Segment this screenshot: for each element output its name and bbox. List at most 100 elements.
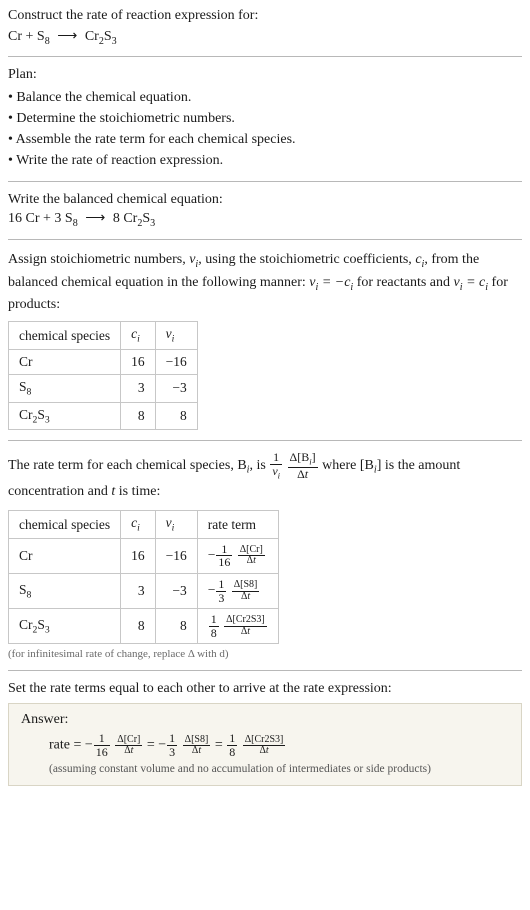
- frac-den: Δt: [232, 591, 260, 603]
- col-rate: rate term: [197, 511, 278, 539]
- text: where [B: [322, 458, 374, 473]
- col-nu: νi: [155, 322, 197, 350]
- rate-term-note: (for infinitesimal rate of change, repla…: [8, 648, 522, 660]
- fraction: 18: [226, 732, 238, 758]
- text: Assign stoichiometric numbers,: [8, 252, 189, 267]
- stoich-intro: Assign stoichiometric numbers, νi, using…: [8, 250, 522, 315]
- plan-list: • Balance the chemical equation. • Deter…: [8, 87, 522, 171]
- balanced-section: Write the balanced chemical equation: 16…: [8, 192, 522, 229]
- text: The rate term for each chemical species,…: [8, 458, 247, 473]
- col-c: ci: [121, 322, 156, 350]
- fraction: Δ[Bi]Δt: [287, 451, 319, 480]
- fraction: Δ[Cr]Δt: [237, 545, 266, 567]
- rate-word: rate =: [49, 738, 85, 753]
- frac-den: Δt: [288, 467, 318, 481]
- balanced-equation: 16 Cr + 3 S8 ⟶ 8 Cr2S3: [8, 210, 522, 229]
- cell-c: 8: [121, 609, 156, 644]
- fraction: 1νi: [269, 451, 283, 480]
- fraction: Δ[Cr2S3]Δt: [223, 615, 268, 637]
- frac-den: 8: [227, 745, 237, 759]
- frac-den: Δt: [243, 745, 286, 757]
- rate-expression: rate = −116 Δ[Cr]Δt = −13 Δ[S8]Δt = 18 Δ…: [21, 732, 509, 758]
- frac-num: 1: [216, 578, 226, 591]
- balanced-intro: Write the balanced chemical equation:: [8, 192, 522, 208]
- divider: [8, 239, 522, 240]
- frac-num: Δ[Cr2S3]: [224, 615, 267, 626]
- final-intro: Set the rate terms equal to each other t…: [8, 681, 522, 697]
- frac-den: 3: [216, 591, 226, 605]
- coef: 3: [54, 211, 61, 226]
- table-row: Cr 16 −16 −116 Δ[Cr]Δt: [9, 538, 279, 573]
- coef: 8: [113, 211, 120, 226]
- frac-num: Δ[Cr]: [115, 735, 142, 746]
- sign: =: [211, 738, 226, 753]
- cell-rate-term: −116 Δ[Cr]Δt: [197, 538, 278, 573]
- frac-num: Δ[Cr]: [238, 545, 265, 556]
- fraction: 116: [215, 543, 233, 569]
- cell-nu: −16: [155, 538, 197, 573]
- cell-species: Cr2S3: [9, 402, 121, 430]
- relation: νi = −ci: [309, 275, 353, 290]
- answer-label: Answer:: [21, 712, 509, 728]
- frac-den: Δt: [238, 555, 265, 567]
- divider: [8, 440, 522, 441]
- answer-box: Answer: rate = −116 Δ[Cr]Δt = −13 Δ[S8]Δ…: [8, 703, 522, 785]
- cell-nu: −3: [155, 374, 197, 402]
- cell-c: 3: [121, 374, 156, 402]
- text: for reactants and: [353, 275, 453, 290]
- frac-num: 1: [209, 613, 219, 626]
- cell-c: 16: [121, 538, 156, 573]
- frac-den: νi: [270, 464, 282, 480]
- cell-rate-term: 18 Δ[Cr2S3]Δt: [197, 609, 278, 644]
- prompt-text: Construct the rate of reaction expressio…: [8, 6, 522, 26]
- divider: [8, 56, 522, 57]
- frac-den: 3: [167, 745, 177, 759]
- cell-nu: −16: [155, 349, 197, 374]
- plan-item-text: Assemble the rate term for each chemical…: [16, 132, 296, 147]
- assumption-note: (assuming constant volume and no accumul…: [21, 763, 509, 775]
- frac-num: Δ[S8]: [232, 580, 260, 591]
- cell-species: S8: [9, 374, 121, 402]
- table-row: S8 3 −3: [9, 374, 198, 402]
- frac-num: 1: [94, 732, 110, 745]
- fraction: 13: [166, 732, 178, 758]
- plan-item: • Write the rate of reaction expression.: [8, 150, 522, 171]
- stoich-table: chemical species ci νi Cr 16 −16 S8 3 −3…: [8, 321, 198, 430]
- plan-item: • Assemble the rate term for each chemic…: [8, 129, 522, 150]
- frac-den: 8: [209, 626, 219, 640]
- table-header-row: chemical species ci νi rate term: [9, 511, 279, 539]
- plan-item: • Balance the chemical equation.: [8, 87, 522, 108]
- fraction: 13: [215, 578, 227, 604]
- table-header-row: chemical species ci νi: [9, 322, 198, 350]
- cell-nu: 8: [155, 402, 197, 430]
- reaction-arrow-icon: ⟶: [81, 210, 109, 227]
- fraction: Δ[Cr2S3]Δt: [242, 735, 287, 757]
- table-row: S8 3 −3 −13 Δ[S8]Δt: [9, 574, 279, 609]
- fraction: Δ[S8]Δt: [182, 735, 212, 757]
- rate-term-intro: The rate term for each chemical species,…: [8, 451, 522, 504]
- cell-species: Cr: [9, 349, 121, 374]
- nu-symbol: νi: [189, 252, 198, 267]
- sub: 2: [99, 35, 104, 46]
- divider: [8, 670, 522, 671]
- sub: 8: [45, 35, 50, 46]
- frac-den: Δt: [183, 745, 211, 757]
- stoich-section: Assign stoichiometric numbers, νi, using…: [8, 250, 522, 430]
- table-row: Cr2S3 8 8: [9, 402, 198, 430]
- fraction: Δ[Cr]Δt: [114, 735, 143, 757]
- fraction: Δ[S8]Δt: [231, 580, 261, 602]
- plan-item-text: Determine the stoichiometric numbers.: [16, 111, 235, 126]
- frac-num: 1: [167, 732, 177, 745]
- sub: 8: [73, 218, 78, 229]
- frac-num: Δ[Cr2S3]: [243, 735, 286, 746]
- plan-item-text: Balance the chemical equation.: [16, 90, 191, 105]
- frac-den: 16: [216, 555, 232, 569]
- frac-num: Δ[Bi]: [288, 451, 318, 466]
- rate-term-table: chemical species ci νi rate term Cr 16 −…: [8, 510, 279, 644]
- text: , using the stoichiometric coefficients,: [198, 252, 415, 267]
- sub: 2: [137, 218, 142, 229]
- text: is time:: [115, 484, 160, 499]
- col-c: ci: [121, 511, 156, 539]
- table-row: Cr2S3 8 8 18 Δ[Cr2S3]Δt: [9, 609, 279, 644]
- fraction: 18: [208, 613, 220, 639]
